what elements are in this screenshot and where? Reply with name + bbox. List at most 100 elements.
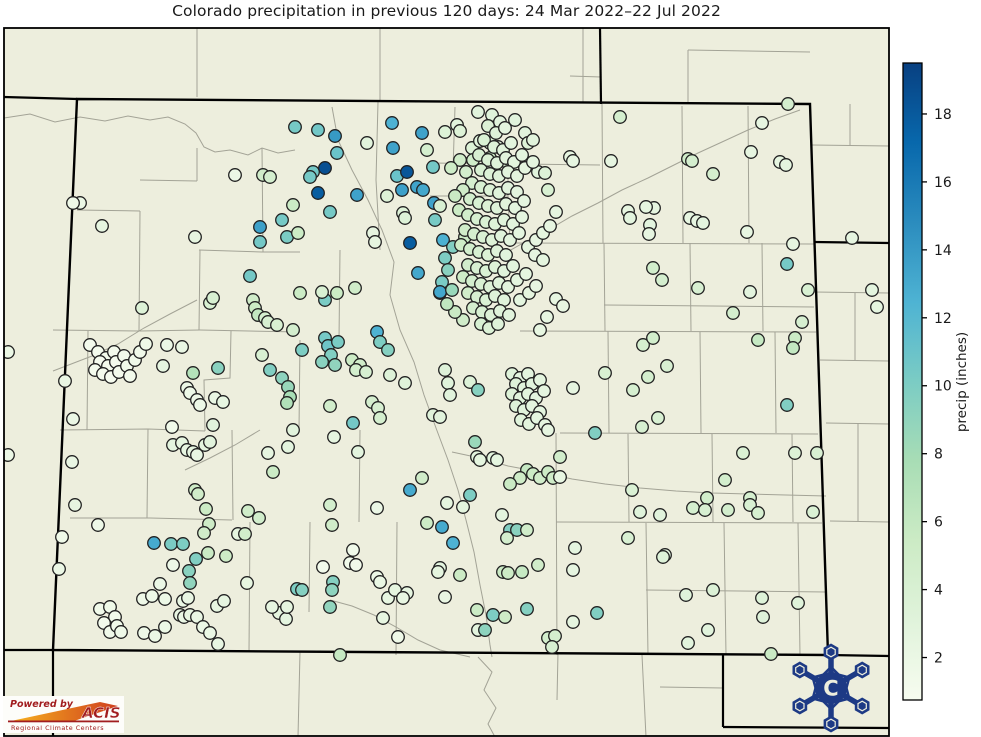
station-point [441, 376, 455, 390]
station-point [568, 541, 582, 555]
station-point [253, 220, 267, 234]
station-point [515, 148, 529, 162]
station-point [241, 504, 255, 518]
station-point [642, 227, 656, 241]
station-point [158, 620, 172, 634]
station-point [463, 488, 477, 502]
station-point [491, 317, 505, 331]
station-point [190, 448, 204, 462]
station-point [350, 188, 364, 202]
station-point [201, 546, 215, 560]
station-point [438, 590, 452, 604]
colorbar-tick-label: 14 [934, 243, 952, 259]
station-point [68, 498, 82, 512]
station-point [398, 376, 412, 390]
station-point [566, 154, 580, 168]
station-point [203, 626, 217, 640]
station-point [588, 426, 602, 440]
station-point [529, 279, 543, 293]
station-point [438, 125, 452, 139]
station-point [400, 165, 414, 179]
station-point [351, 445, 365, 459]
station-point [639, 200, 653, 214]
station-point [295, 583, 309, 597]
station-point [691, 281, 705, 295]
station-point [510, 185, 524, 199]
station-point [470, 603, 484, 617]
station-point [243, 269, 257, 283]
station-point [526, 155, 540, 169]
station-point [764, 647, 778, 661]
station-point [566, 381, 580, 395]
station-point [801, 283, 815, 297]
station-point [164, 537, 178, 551]
station-point [431, 565, 445, 579]
station-point [444, 161, 458, 175]
station-point [870, 300, 884, 314]
station-point [566, 615, 580, 629]
station-point [349, 558, 363, 572]
station-point [373, 575, 387, 589]
station-point [66, 196, 80, 210]
station-point [566, 563, 580, 577]
station-point [55, 530, 69, 544]
station-point [291, 226, 305, 240]
station-point [206, 418, 220, 432]
station-point [743, 285, 757, 299]
station-point [373, 411, 387, 425]
station-point [330, 286, 344, 300]
station-point [415, 126, 429, 140]
station-point [473, 453, 487, 467]
station-point [641, 370, 655, 384]
station-point [791, 596, 805, 610]
colorbar-axis-label: precip (inches) [954, 332, 970, 432]
acis-swoosh [11, 702, 118, 721]
station-point [806, 505, 820, 519]
station-point [646, 331, 660, 345]
station-point [325, 518, 339, 532]
station-point [621, 531, 635, 545]
station-point [266, 465, 280, 479]
station-point [623, 211, 637, 225]
station-point [655, 273, 669, 287]
station-point [520, 602, 534, 616]
station-point [512, 226, 526, 240]
station-point [519, 267, 533, 281]
station-point [206, 291, 220, 305]
station-point [288, 120, 302, 134]
station-point [718, 473, 732, 487]
station-point [346, 543, 360, 557]
station-point [65, 455, 79, 469]
figure-title: Colorado precipitation in previous 120 d… [172, 2, 721, 20]
map-layer [4, 28, 889, 736]
station-point [441, 263, 455, 277]
station-point [513, 293, 527, 307]
station-point [635, 420, 649, 434]
station-point [315, 285, 329, 299]
station-point [426, 160, 440, 174]
station-point [193, 398, 207, 412]
station-point [415, 471, 429, 485]
station-point [459, 165, 473, 179]
station-point [280, 396, 294, 410]
station-point [531, 558, 545, 572]
station-point [685, 154, 699, 168]
plot-border [3, 27, 890, 737]
colorbar-tick-label: 10 [934, 379, 952, 395]
station-point [66, 412, 80, 426]
station-point [726, 306, 740, 320]
station-point [498, 610, 512, 624]
colorbar-tick-label: 4 [934, 583, 943, 599]
station-point [428, 213, 442, 227]
station-point [325, 583, 339, 597]
station-point [788, 446, 802, 460]
station-point [219, 549, 233, 563]
station-point [391, 630, 405, 644]
station-points [4, 97, 884, 662]
station-point [328, 358, 342, 372]
station-point [646, 261, 660, 275]
station-point [331, 335, 345, 349]
station-point [433, 285, 447, 299]
station-point [556, 299, 570, 313]
station-point [396, 591, 410, 605]
